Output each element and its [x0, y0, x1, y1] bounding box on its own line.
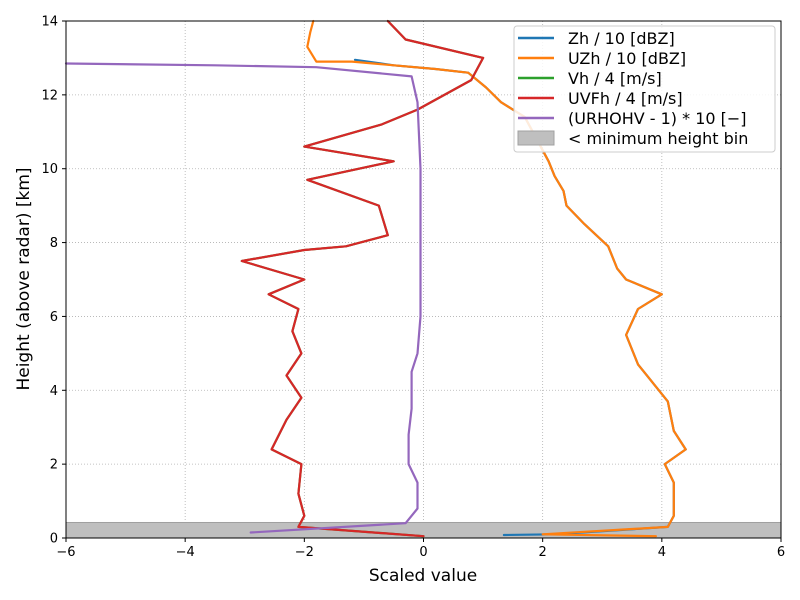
- y-tick-label: 8: [50, 236, 58, 251]
- y-tick-label: 0: [50, 532, 58, 547]
- x-tick-label: 0: [419, 545, 427, 560]
- x-tick-label: 6: [777, 545, 785, 560]
- x-tick-label: −6: [56, 545, 75, 560]
- y-tick-label: 6: [50, 310, 58, 325]
- legend-label: Vh / 4 [m/s]: [568, 69, 662, 88]
- legend-label: UVFh / 4 [m/s]: [568, 89, 683, 108]
- x-tick-label: −4: [176, 545, 195, 560]
- series-line-uvfh-4-m-s: [240, 19, 485, 538]
- legend-frame: [513, 25, 776, 153]
- legend-label: < minimum height bin: [568, 129, 748, 148]
- x-tick-label: 2: [539, 545, 547, 560]
- y-tick-label: 2: [50, 458, 58, 473]
- series-line-vh-4-m-s: [240, 19, 485, 538]
- series-line-uzh-10-dbz: [306, 19, 687, 538]
- legend-swatch-shaded: [517, 130, 555, 146]
- axis-ticks: −6 −4 −2 0 2 4 6 0 2 4 6 8 10 12 14: [41, 15, 785, 561]
- x-tick-label: 4: [658, 545, 666, 560]
- y-tick-label: 14: [41, 15, 58, 30]
- legend-label: Zh / 10 [dBZ]: [568, 29, 675, 48]
- legend-label: UZh / 10 [dBZ]: [568, 49, 686, 68]
- series-line-urhohv-1-10: [64, 62, 422, 534]
- y-tick-label: 10: [41, 162, 58, 177]
- x-tick-label: −2: [295, 545, 314, 560]
- y-axis-label: Height (above radar) [km]: [14, 167, 34, 390]
- y-tick-label: 12: [41, 88, 58, 103]
- legend-label: (URHOHV - 1) * 10 [−]: [568, 109, 747, 128]
- series-layer: [64, 19, 687, 538]
- y-tick-label: 4: [50, 384, 58, 399]
- x-axis-label: Scaled value: [369, 566, 477, 586]
- legend: Zh / 10 [dBZ]UZh / 10 [dBZ]Vh / 4 [m/s]U…: [513, 25, 776, 153]
